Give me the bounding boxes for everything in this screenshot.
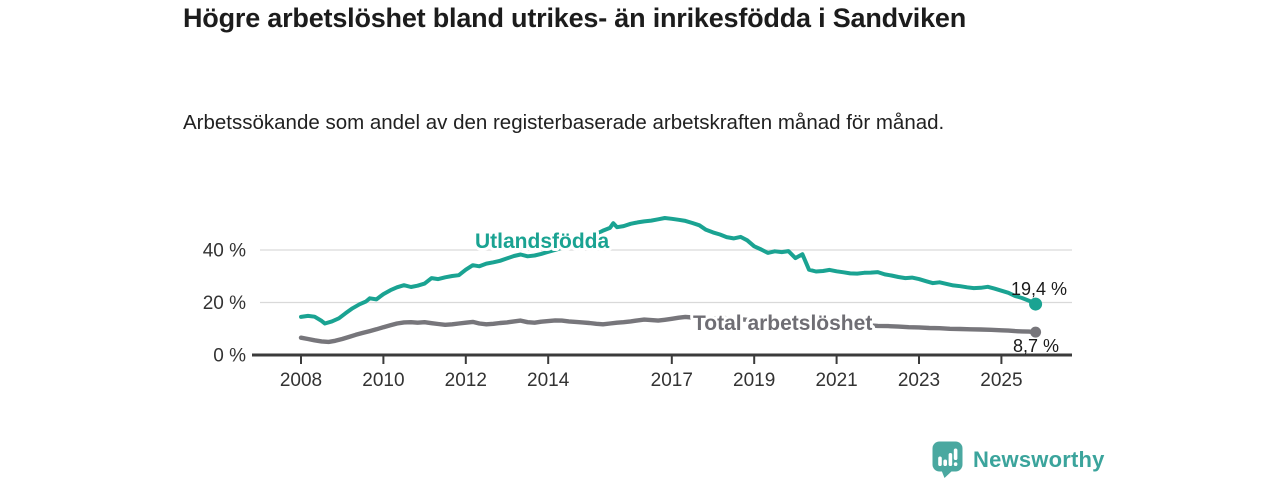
x-tick-label-2025: 2025 — [980, 370, 1022, 391]
x-tick-label-2012: 2012 — [445, 370, 487, 391]
x-tick-label-2010: 2010 — [362, 370, 404, 391]
newsworthy-icon — [932, 441, 963, 478]
x-tick-label-2019: 2019 — [733, 370, 775, 391]
x-tick-label-2021: 2021 — [815, 370, 857, 391]
series-line-utlandsfodda — [299, 216, 1038, 326]
x-tick-label-2008: 2008 — [280, 370, 322, 391]
series-label-utlandsfodda: Utlandsfödda — [475, 230, 609, 253]
x-tick-label-2017: 2017 — [651, 370, 693, 391]
x-tick-label-2014: 2014 — [527, 370, 570, 391]
end-dot-utlandsfodda — [1029, 297, 1043, 311]
end-value-label-utlandsfodda: 19,4 % — [1011, 279, 1067, 299]
page-title: Högre arbetslöshet bland utrikes- än inr… — [183, 3, 966, 33]
series-label-total: Total arbetslöshet — [693, 312, 872, 335]
series-line-total — [298, 314, 1038, 345]
y-tick-label-20: 20 % — [203, 293, 246, 314]
end-value-label-total: 8,7 % — [1013, 336, 1059, 356]
end-dot-total — [1030, 326, 1042, 338]
page-subtitle: Arbetssökande som andel av den registerb… — [183, 111, 945, 134]
y-tick-label-0: 0 % — [213, 346, 246, 367]
newsworthy-wordmark: Newsworthy — [973, 446, 1105, 472]
newsworthy-logo: Newsworthy — [932, 441, 1105, 478]
y-tick-label-40: 40 % — [203, 241, 246, 262]
x-tick-label-2023: 2023 — [898, 370, 940, 391]
